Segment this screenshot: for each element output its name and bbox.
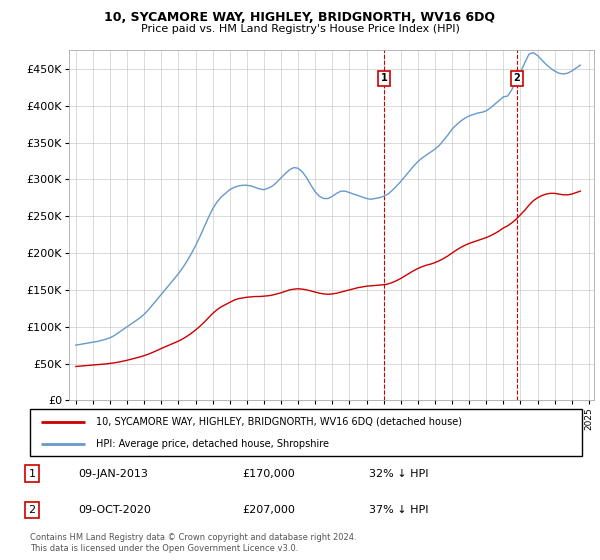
Text: 09-JAN-2013: 09-JAN-2013 xyxy=(78,469,148,479)
Text: 32% ↓ HPI: 32% ↓ HPI xyxy=(369,469,428,479)
Text: 10, SYCAMORE WAY, HIGHLEY, BRIDGNORTH, WV16 6DQ: 10, SYCAMORE WAY, HIGHLEY, BRIDGNORTH, W… xyxy=(104,11,496,24)
Text: 2: 2 xyxy=(514,73,520,83)
Text: £170,000: £170,000 xyxy=(242,469,295,479)
Text: Contains HM Land Registry data © Crown copyright and database right 2024.
This d: Contains HM Land Registry data © Crown c… xyxy=(30,533,356,553)
Text: 09-OCT-2020: 09-OCT-2020 xyxy=(78,505,151,515)
Text: 37% ↓ HPI: 37% ↓ HPI xyxy=(369,505,428,515)
Text: HPI: Average price, detached house, Shropshire: HPI: Average price, detached house, Shro… xyxy=(96,438,329,449)
Text: 10, SYCAMORE WAY, HIGHLEY, BRIDGNORTH, WV16 6DQ (detached house): 10, SYCAMORE WAY, HIGHLEY, BRIDGNORTH, W… xyxy=(96,417,462,427)
Text: 1: 1 xyxy=(381,73,388,83)
Text: 1: 1 xyxy=(29,469,35,479)
Text: 2: 2 xyxy=(29,505,36,515)
Text: Price paid vs. HM Land Registry's House Price Index (HPI): Price paid vs. HM Land Registry's House … xyxy=(140,24,460,34)
Text: £207,000: £207,000 xyxy=(242,505,295,515)
